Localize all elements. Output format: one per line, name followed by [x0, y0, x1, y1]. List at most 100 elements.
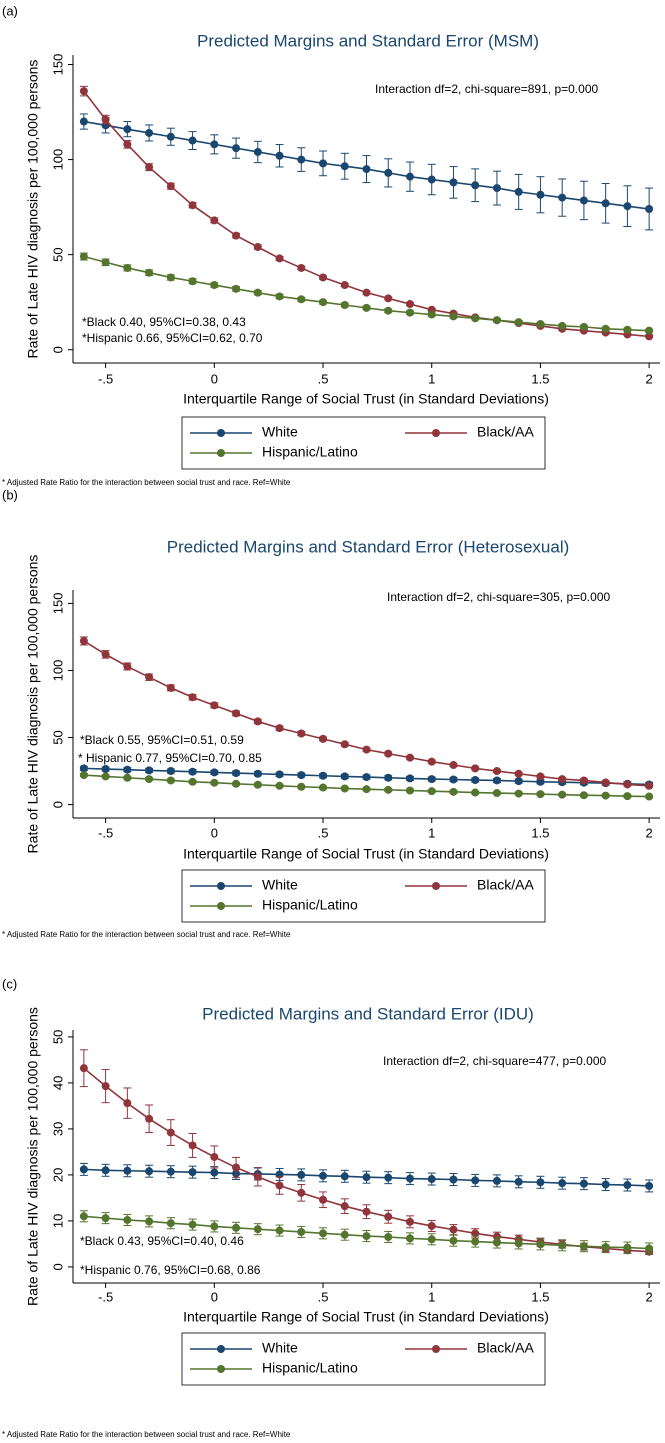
marker [340, 1202, 349, 1211]
annotation: Interaction df=2, chi-square=477, p=0.00… [383, 1054, 606, 1068]
marker [645, 205, 654, 213]
footnote: * Adjusted Rate Ratio for the interactio… [2, 478, 291, 487]
legend-label: Black/AA [477, 1340, 534, 1356]
marker [101, 1214, 110, 1223]
marker [492, 1176, 501, 1185]
legend-marker [217, 1365, 225, 1373]
marker [405, 308, 414, 317]
x-tick-label: 0 [211, 825, 218, 840]
marker [319, 1229, 328, 1238]
x-tick-label: 1.5 [531, 825, 549, 840]
x-tick-label: 2 [646, 1289, 653, 1304]
x-tick-label: .5 [318, 371, 329, 386]
marker [579, 1179, 588, 1188]
y-tick-label: 100 [50, 149, 65, 171]
marker [123, 662, 132, 671]
marker [166, 776, 175, 785]
marker [558, 1241, 567, 1250]
marker [101, 1166, 110, 1175]
marker [536, 1178, 545, 1187]
marker [319, 734, 328, 743]
annotation: *Black 0.40, 95%CI=0.38, 0.43 [82, 315, 246, 329]
marker [145, 766, 154, 775]
marker [319, 1171, 328, 1180]
marker [558, 193, 567, 202]
annotation: *Black 0.55, 95%CI=0.51, 0.59 [80, 733, 244, 747]
marker [645, 781, 654, 790]
marker [253, 147, 262, 156]
legend-label: White [262, 424, 298, 440]
x-tick-label: 0 [211, 1289, 218, 1304]
marker [623, 780, 632, 789]
marker [427, 175, 436, 184]
marker [384, 785, 393, 794]
marker [384, 1173, 393, 1182]
marker [449, 775, 458, 784]
y-tick-label: 150 [50, 54, 65, 76]
marker [340, 281, 349, 290]
x-tick-label: 1 [428, 1289, 435, 1304]
marker [145, 673, 154, 682]
marker [384, 294, 393, 303]
marker [210, 778, 219, 787]
marker [536, 190, 545, 199]
marker [492, 767, 501, 776]
x-axis-label: Interquartile Range of Social Trust (in … [183, 846, 549, 862]
marker [232, 1223, 241, 1232]
marker [362, 288, 371, 297]
marker [79, 87, 88, 96]
marker [275, 292, 284, 301]
marker [384, 749, 393, 758]
annotation: Interaction df=2, chi-square=305, p=0.00… [387, 590, 610, 604]
marker [275, 1226, 284, 1235]
marker [601, 1180, 610, 1189]
marker [79, 771, 88, 780]
legend-label: Hispanic/Latino [262, 897, 358, 913]
marker [623, 325, 632, 334]
marker [558, 321, 567, 330]
legend-marker [217, 1345, 225, 1353]
marker [123, 1215, 132, 1224]
marker [449, 312, 458, 321]
chart-title: Predicted Margins and Standard Error (ID… [202, 1004, 534, 1023]
marker [188, 277, 197, 286]
marker [340, 301, 349, 310]
x-tick-label: -.5 [98, 825, 113, 840]
marker [145, 1167, 154, 1176]
legend-marker [432, 1345, 440, 1353]
legend-box [181, 1332, 546, 1386]
marker [253, 780, 262, 789]
marker [188, 777, 197, 786]
marker [210, 1168, 219, 1177]
marker [362, 745, 371, 754]
marker [492, 776, 501, 785]
marker [232, 1163, 241, 1172]
legend-label: Black/AA [477, 424, 534, 440]
marker [123, 773, 132, 782]
marker [210, 768, 219, 777]
footnote: * Adjusted Rate Ratio for the interactio… [2, 1430, 291, 1439]
marker [123, 263, 132, 272]
marker [232, 144, 241, 153]
marker [319, 1195, 328, 1204]
marker [123, 125, 132, 134]
marker [601, 1243, 610, 1252]
marker [427, 1175, 436, 1184]
chart-title: Predicted Margins and Standard Error (MS… [197, 31, 539, 50]
marker [362, 773, 371, 782]
x-tick-label: 1.5 [531, 1289, 549, 1304]
marker [79, 1064, 88, 1073]
marker [536, 790, 545, 799]
marker [340, 784, 349, 793]
legend-label: Hispanic/Latino [262, 444, 358, 460]
x-tick-label: .5 [318, 825, 329, 840]
marker [319, 771, 328, 780]
marker [319, 273, 328, 282]
legend-marker [217, 449, 225, 457]
marker [536, 772, 545, 781]
marker [166, 273, 175, 282]
marker [601, 324, 610, 333]
marker [449, 1236, 458, 1245]
marker [123, 765, 132, 774]
marker [319, 783, 328, 792]
